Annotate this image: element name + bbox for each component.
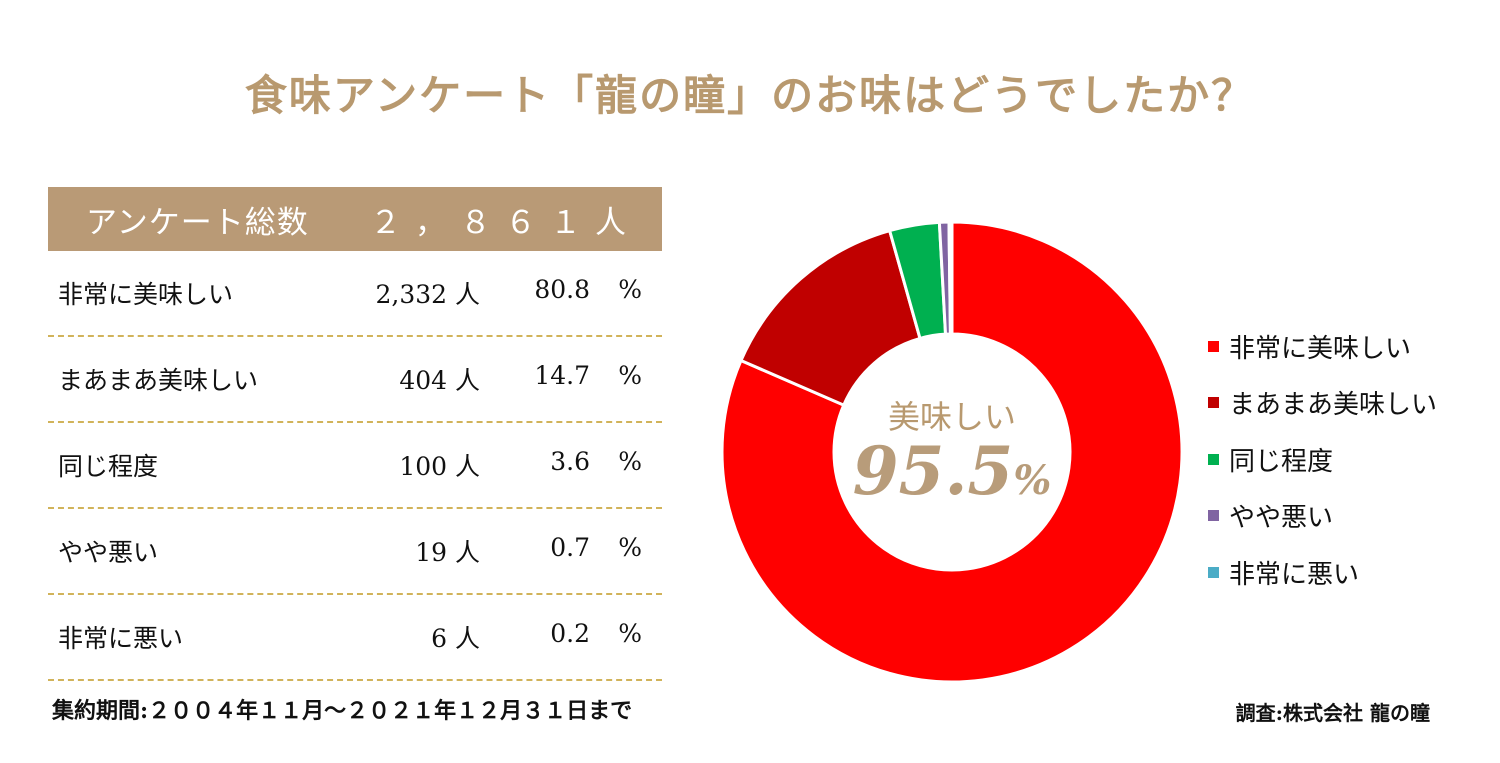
row-name: 非常に悪い <box>58 624 184 653</box>
legend-label: 同じ程度 <box>1229 446 1334 477</box>
donut-slice-5 <box>947 220 954 336</box>
legend-label: 非常に美味しい <box>1229 333 1412 364</box>
legend-item: まあまあ美味しい <box>1208 375 1437 432</box>
row-percent-unit: % <box>618 275 642 304</box>
legend-label: まあまあ美味しい <box>1229 390 1438 421</box>
survey-table: アンケート総数 ２，８６１人 非常に美味しい 2,332 人 80.8 % まあ… <box>48 187 662 681</box>
chart-legend: 非常に美味しい まあまあ美味しい 同じ程度やや悪い非常に悪い <box>1208 318 1437 601</box>
survey-credit: 調査:株式会社 龍の瞳 <box>1235 701 1430 725</box>
row-percent: 3.6 <box>550 447 590 476</box>
legend-swatch <box>1208 510 1219 522</box>
row-count: 100 人 <box>399 452 480 481</box>
row-percent: 80.8 <box>534 275 590 304</box>
page-title: 食味アンケート「龍の瞳」のお味はどうでしたか？ <box>244 71 1256 120</box>
row-name: 非常に美味しい <box>58 280 234 309</box>
legend-item: 非常に悪い <box>1208 544 1437 601</box>
center-value-unit: % <box>1013 457 1052 504</box>
legend-item: 非常に美味しい <box>1208 318 1437 375</box>
legend-swatch <box>1208 397 1219 409</box>
row-percent-unit: % <box>618 447 642 476</box>
legend-swatch <box>1208 453 1219 465</box>
legend-label: やや悪い <box>1229 503 1334 534</box>
center-value: 95.5% <box>820 432 1084 510</box>
row-count: 2,332 人 <box>375 280 480 309</box>
donut-slice-2 <box>739 228 922 408</box>
legend-item: 同じ程度 <box>1208 431 1437 488</box>
row-name: やや悪い <box>58 538 159 567</box>
row-percent: 0.2 <box>550 619 590 648</box>
row-name: まあまあ美味しい <box>58 366 259 395</box>
table-header: アンケート総数 ２，８６１人 <box>48 187 662 251</box>
row-percent-unit: % <box>618 533 642 562</box>
row-percent: 14.7 <box>534 361 590 390</box>
legend-label: 非常に悪い <box>1229 559 1360 590</box>
center-value-number: 95.5 <box>852 432 1014 510</box>
row-count: 6 人 <box>431 624 480 653</box>
table-row: 非常に美味しい 2,332 人 80.8 % <box>48 251 662 337</box>
legend-item: やや悪い <box>1208 488 1437 545</box>
table-row: 非常に悪い 6 人 0.2 % <box>48 595 662 681</box>
legend-swatch <box>1208 340 1219 352</box>
header-total: ２，８６１人 <box>370 204 640 241</box>
row-percent: 0.7 <box>550 533 590 562</box>
row-name: 同じ程度 <box>58 452 159 481</box>
row-percent-unit: % <box>618 361 642 390</box>
center-label: 美味しい <box>887 398 1016 436</box>
donut-slice-1 <box>720 220 1184 684</box>
row-count: 19 人 <box>415 538 480 567</box>
donut-chart <box>720 220 1184 684</box>
header-label: アンケート総数 <box>86 204 309 241</box>
row-percent-unit: % <box>618 619 642 648</box>
collection-period: 集約期間:２００４年１１月〜２０２１年１２月３１日まで <box>52 698 633 724</box>
table-row: やや悪い 19 人 0.7 % <box>48 509 662 595</box>
table-row: まあまあ美味しい 404 人 14.7 % <box>48 337 662 423</box>
table-row: 同じ程度 100 人 3.6 % <box>48 423 662 509</box>
legend-swatch <box>1208 566 1219 578</box>
row-count: 404 人 <box>399 366 480 395</box>
